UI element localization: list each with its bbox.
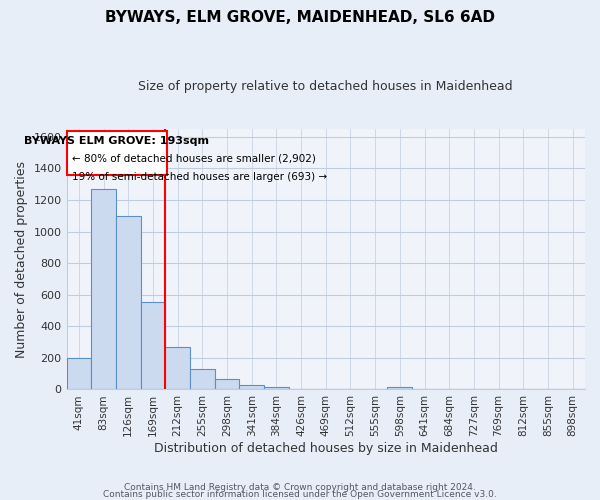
X-axis label: Distribution of detached houses by size in Maidenhead: Distribution of detached houses by size … (154, 442, 498, 455)
Text: ← 80% of detached houses are smaller (2,902): ← 80% of detached houses are smaller (2,… (72, 154, 316, 164)
FancyBboxPatch shape (67, 132, 167, 174)
Bar (388, 387, 412, 390)
Bar (264, 387, 289, 390)
Bar (116, 216, 140, 390)
Bar (190, 369, 215, 390)
Text: Contains public sector information licensed under the Open Government Licence v3: Contains public sector information licen… (103, 490, 497, 499)
Bar (560, 388, 585, 390)
Bar (165, 347, 190, 390)
Text: BYWAYS, ELM GROVE, MAIDENHEAD, SL6 6AD: BYWAYS, ELM GROVE, MAIDENHEAD, SL6 6AD (105, 10, 495, 25)
Bar (91, 189, 116, 390)
Y-axis label: Number of detached properties: Number of detached properties (15, 160, 28, 358)
Bar (140, 302, 165, 390)
Text: 19% of semi-detached houses are larger (693) →: 19% of semi-detached houses are larger (… (72, 172, 327, 181)
Title: Size of property relative to detached houses in Maidenhead: Size of property relative to detached ho… (139, 80, 513, 93)
Text: BYWAYS ELM GROVE: 193sqm: BYWAYS ELM GROVE: 193sqm (24, 136, 209, 146)
Bar (239, 384, 264, 390)
Text: Contains HM Land Registry data © Crown copyright and database right 2024.: Contains HM Land Registry data © Crown c… (124, 484, 476, 492)
Bar (215, 379, 239, 390)
Bar (67, 358, 91, 390)
